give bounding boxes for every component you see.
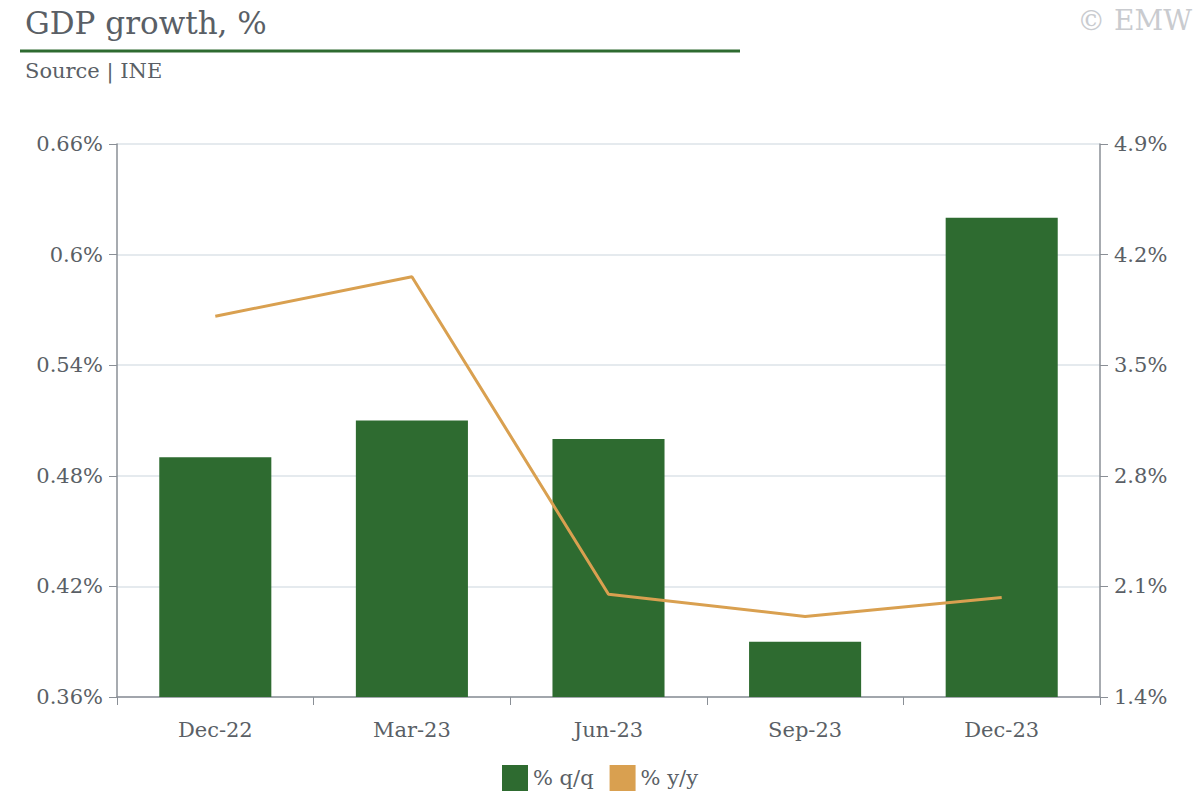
svg-text:0.36%: 0.36% [36, 685, 103, 709]
svg-text:0.48%: 0.48% [36, 464, 103, 488]
svg-text:© EMW: © EMW [1077, 4, 1192, 37]
svg-text:Dec-22: Dec-22 [178, 718, 253, 742]
svg-text:0.6%: 0.6% [50, 243, 103, 267]
svg-text:GDP growth, %: GDP growth, % [25, 5, 267, 41]
svg-text:Sep-23: Sep-23 [768, 718, 842, 742]
svg-text:4.2%: 4.2% [1114, 243, 1167, 267]
svg-text:% q/q: % q/q [533, 766, 594, 790]
svg-text:3.5%: 3.5% [1114, 353, 1167, 377]
svg-text:2.8%: 2.8% [1114, 464, 1167, 488]
svg-text:Dec-23: Dec-23 [964, 718, 1039, 742]
svg-text:0.66%: 0.66% [36, 132, 103, 156]
svg-text:2.1%: 2.1% [1114, 574, 1167, 598]
svg-text:Mar-23: Mar-23 [373, 718, 451, 742]
svg-text:Jun-23: Jun-23 [572, 718, 643, 742]
svg-text:1.4%: 1.4% [1114, 685, 1167, 709]
svg-text:% y/y: % y/y [641, 766, 699, 790]
svg-text:4.9%: 4.9% [1114, 132, 1167, 156]
svg-text:0.42%: 0.42% [36, 574, 103, 598]
svg-text:Source | INE: Source | INE [25, 59, 162, 84]
svg-text:0.54%: 0.54% [36, 353, 103, 377]
